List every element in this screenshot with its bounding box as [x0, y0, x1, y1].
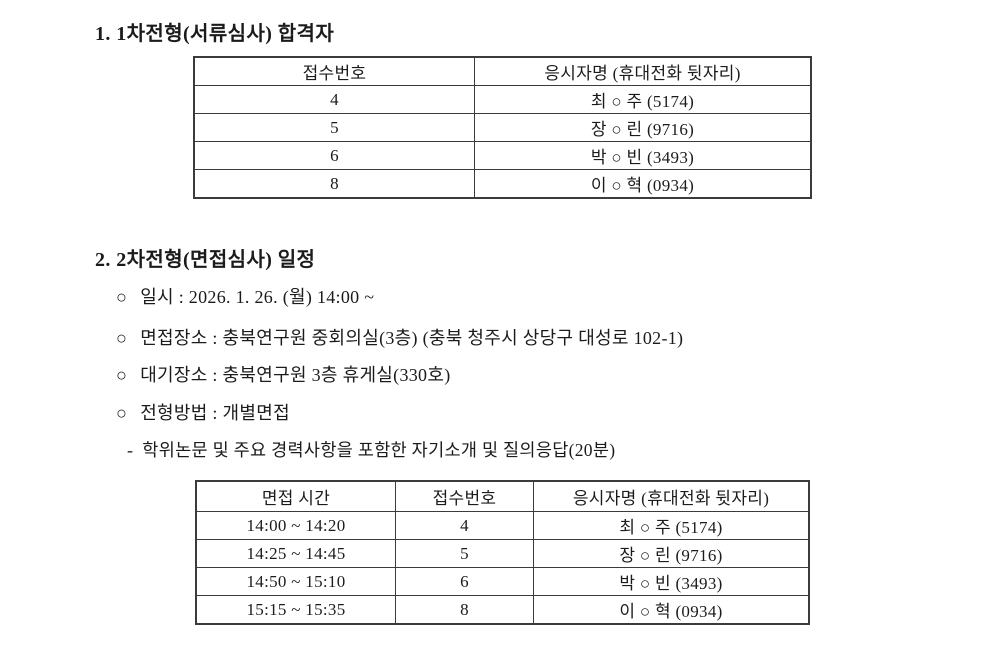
table-row: 5 장 ○ 린 (9716) — [193, 113, 812, 142]
cell-receipt-number: 8 — [193, 169, 475, 199]
bullet-text: 면접장소 : 충북연구원 중회의실(3층) (충북 청주시 상당구 대성로 10… — [140, 328, 684, 348]
dash-bullet-icon: - — [127, 440, 134, 460]
interview-schedule-table: 면접 시간 접수번호 응시자명 (휴대전화 뒷자리) 14:00 ~ 14:20… — [195, 480, 810, 625]
cell-interview-time: 15:15 ~ 15:35 — [195, 595, 396, 625]
table-row: 15:15 ~ 15:35 8 이 ○ 혁 (0934) — [195, 595, 810, 625]
table-row: 4 최 ○ 주 (5174) — [193, 85, 812, 114]
cell-applicant-name: 이 ○ 혁 (0934) — [474, 169, 812, 199]
table-header-row: 면접 시간 접수번호 응시자명 (휴대전화 뒷자리) — [195, 480, 810, 512]
cell-receipt-number: 6 — [193, 141, 475, 170]
circle-bullet-icon: ○ — [116, 287, 128, 307]
sub-item-interview-detail: - 학위논문 및 주요 경력사항을 포함한 자기소개 및 질의응답(20분) — [127, 437, 615, 462]
cell-interview-time: 14:00 ~ 14:20 — [195, 511, 396, 540]
bullet-item-interview-place: ○ 면접장소 : 충북연구원 중회의실(3층) (충북 청주시 상당구 대성로 … — [116, 324, 683, 350]
cell-interview-time: 14:50 ~ 15:10 — [195, 567, 396, 596]
circle-bullet-icon: ○ — [116, 365, 128, 385]
cell-interview-time: 14:25 ~ 14:45 — [195, 539, 396, 568]
bullet-text: 학위논문 및 주요 경력사항을 포함한 자기소개 및 질의응답(20분) — [142, 440, 616, 460]
bullet-text: 전형방법 : 개별면접 — [140, 403, 290, 423]
cell-applicant-name: 최 ○ 주 (5174) — [474, 85, 812, 114]
cell-applicant-name: 장 ○ 린 (9716) — [533, 539, 810, 568]
cell-receipt-number: 5 — [193, 113, 475, 142]
cell-applicant-name: 이 ○ 혁 (0934) — [533, 595, 810, 625]
circle-bullet-icon: ○ — [116, 403, 128, 423]
bullet-item-waiting-place: ○ 대기장소 : 충북연구원 3층 휴게실(330호) — [116, 361, 451, 387]
table-row: 14:50 ~ 15:10 6 박 ○ 빈 (3493) — [195, 567, 810, 596]
table-header-row: 접수번호 응시자명 (휴대전화 뒷자리) — [193, 56, 812, 86]
section2-title: 2. 2차전형(면접심사) 일정 — [95, 249, 316, 271]
bullet-text: 대기장소 : 충북연구원 3층 휴게실(330호) — [140, 365, 451, 385]
cell-receipt-number: 5 — [395, 539, 534, 568]
cell-applicant-name: 박 ○ 빈 (3493) — [533, 567, 810, 596]
header-receipt-number: 접수번호 — [395, 480, 534, 512]
table-row: 14:00 ~ 14:20 4 최 ○ 주 (5174) — [195, 511, 810, 540]
table-row: 6 박 ○ 빈 (3493) — [193, 141, 812, 170]
header-receipt-number: 접수번호 — [193, 56, 475, 86]
cell-applicant-name: 장 ○ 린 (9716) — [474, 113, 812, 142]
cell-applicant-name: 최 ○ 주 (5174) — [533, 511, 810, 540]
header-interview-time: 면접 시간 — [195, 480, 396, 512]
cell-receipt-number: 4 — [395, 511, 534, 540]
table-row: 14:25 ~ 14:45 5 장 ○ 린 (9716) — [195, 539, 810, 568]
bullet-text: 일시 : 2026. 1. 26. (월) 14:00 ~ — [140, 287, 375, 307]
table-row: 8 이 ○ 혁 (0934) — [193, 169, 812, 199]
header-applicant-name: 응시자명 (휴대전화 뒷자리) — [533, 480, 810, 512]
passers-table: 접수번호 응시자명 (휴대전화 뒷자리) 4 최 ○ 주 (5174) 5 장 … — [193, 56, 812, 199]
cell-receipt-number: 6 — [395, 567, 534, 596]
bullet-item-datetime: ○ 일시 : 2026. 1. 26. (월) 14:00 ~ — [116, 283, 374, 309]
bullet-item-method: ○ 전형방법 : 개별면접 — [116, 399, 290, 425]
header-applicant-name: 응시자명 (휴대전화 뒷자리) — [474, 56, 812, 86]
cell-receipt-number: 4 — [193, 85, 475, 114]
circle-bullet-icon: ○ — [116, 328, 128, 348]
cell-receipt-number: 8 — [395, 595, 534, 625]
cell-applicant-name: 박 ○ 빈 (3493) — [474, 141, 812, 170]
section1-title: 1. 1차전형(서류심사) 합격자 — [95, 23, 335, 45]
